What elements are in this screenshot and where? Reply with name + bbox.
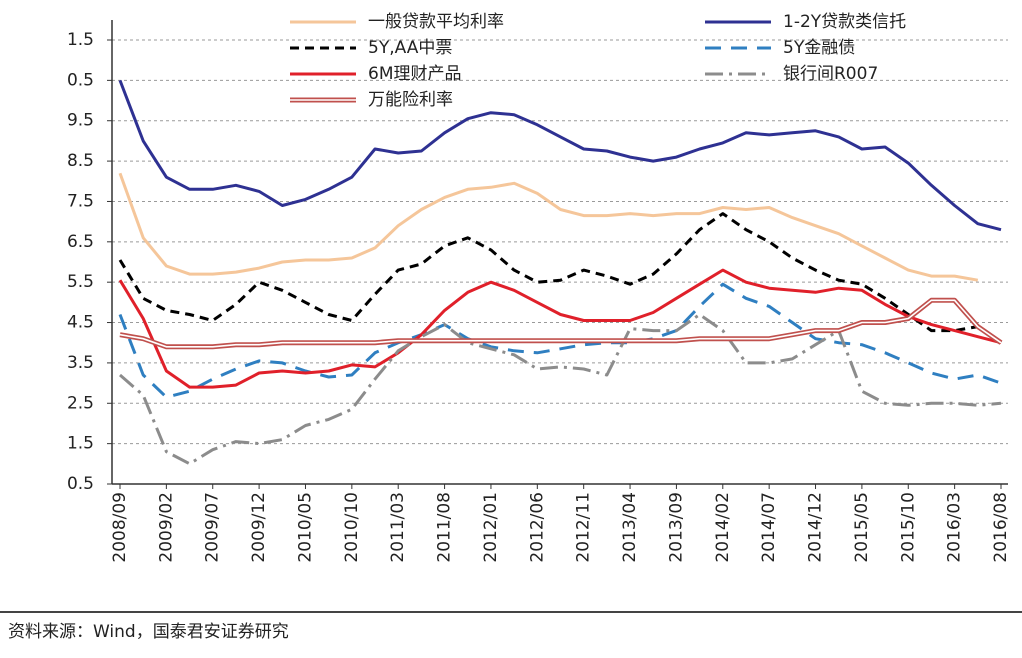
x-tick-label: 2015/05: [852, 492, 872, 563]
x-tick-label: 2012/06: [527, 492, 547, 563]
x-tick-label: 2016/08: [991, 492, 1011, 563]
legend-label: 6M理财产品: [368, 64, 461, 84]
series-line: [119, 299, 1002, 348]
y-tick-label: 5.5: [67, 272, 94, 292]
y-tick-label: 8.5: [67, 151, 94, 171]
legend-label: 一般贷款平均利率: [368, 12, 504, 32]
x-tick-label: 2010/10: [342, 492, 362, 563]
y-tick-label: 3.5: [67, 353, 94, 373]
legend-label: 银行间R007: [783, 64, 878, 84]
series-line: [119, 313, 1002, 466]
series-line: [118, 172, 979, 282]
x-tick-label: 2013/04: [620, 492, 640, 563]
y-tick-label: 6.5: [67, 232, 94, 252]
y-tick-label: 0.5: [67, 70, 94, 90]
x-tick-label: 2011/08: [435, 492, 455, 563]
x-tick-label: 2014/12: [806, 492, 826, 563]
legend-label: 1-2Y贷款类信托: [783, 12, 906, 32]
x-tick-label: 2009/12: [249, 492, 269, 563]
x-tick-label: 2016/03: [945, 492, 965, 563]
x-tick-label: 2014/07: [759, 492, 779, 563]
y-tick-label: 1.5: [67, 30, 94, 50]
series-line: [118, 268, 1002, 389]
legend-label: 5Y,AA中票: [368, 38, 452, 58]
y-tick-label: 4.5: [67, 313, 94, 333]
y-tick-label: 7.5: [67, 191, 94, 211]
x-tick-label: 2009/02: [156, 492, 176, 563]
x-tick-label: 2011/03: [388, 492, 408, 563]
x-tick-label: 2012/11: [574, 492, 594, 563]
x-tick-label: 2010/05: [295, 492, 315, 563]
y-tick-label: 9.5: [67, 111, 94, 131]
legend-label: 5Y金融债: [783, 38, 855, 58]
series-line: [118, 282, 1002, 399]
series-line: [119, 297, 1003, 350]
y-tick-label: 0.5: [67, 474, 94, 494]
x-tick-label: 2015/10: [898, 492, 918, 563]
y-tick-label: 2.5: [67, 393, 94, 413]
x-tick-label: 2008/09: [110, 492, 130, 563]
x-tick-label: 2014/02: [713, 492, 733, 563]
series-line: [118, 212, 1002, 344]
source-note: 资料来源：Wind，国泰君安证券研究: [8, 622, 289, 642]
series-line: [118, 79, 1002, 232]
x-tick-label: 2012/01: [481, 492, 501, 563]
legend-label: 万能险利率: [368, 90, 453, 110]
x-tick-label: 2013/09: [666, 492, 686, 563]
x-tick-label: 2009/07: [203, 492, 223, 563]
y-tick-label: 1.5: [67, 434, 94, 454]
